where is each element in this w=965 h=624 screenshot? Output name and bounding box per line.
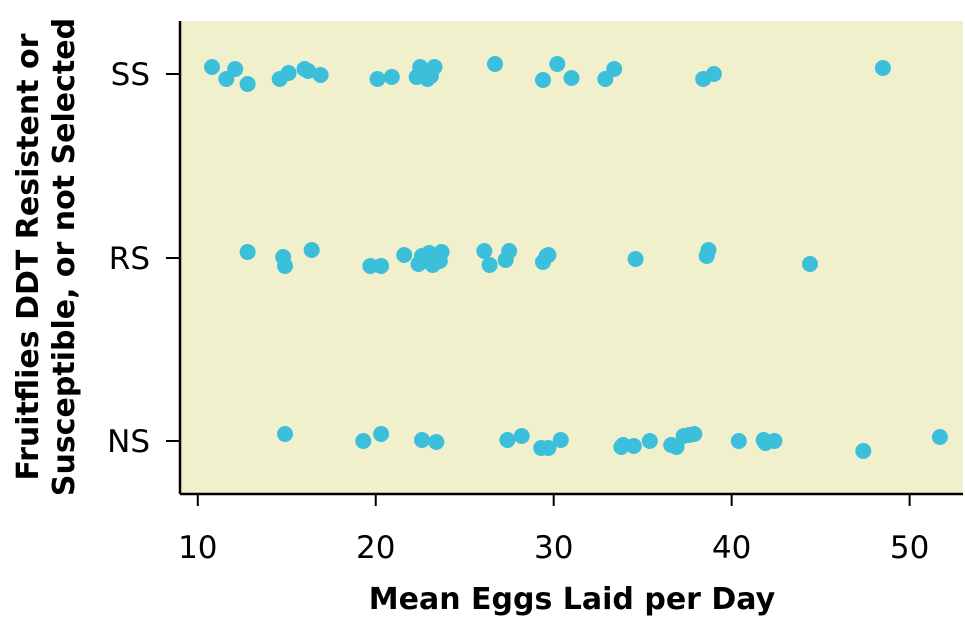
data-point-ns bbox=[540, 440, 557, 456]
data-point-ss bbox=[383, 69, 400, 85]
data-point-ns bbox=[373, 426, 390, 442]
data-point-ns bbox=[277, 426, 293, 442]
data-point-rs bbox=[540, 247, 557, 263]
x-axis-title: Mean Eggs Laid per Day bbox=[369, 582, 776, 617]
data-point-ss bbox=[300, 63, 317, 79]
y-axis-title-line-2: Susceptible, or not Selected bbox=[47, 18, 82, 496]
x-tick-label: 40 bbox=[712, 530, 751, 566]
data-point-rs bbox=[396, 247, 413, 263]
data-point-ss bbox=[312, 67, 329, 83]
data-point-ss bbox=[280, 65, 297, 81]
data-point-ss bbox=[874, 60, 891, 76]
x-tick-label: 10 bbox=[178, 530, 217, 566]
data-point-ss bbox=[227, 61, 244, 77]
x-tick-label: 50 bbox=[890, 530, 929, 566]
data-point-ns bbox=[513, 428, 530, 444]
data-point-ss bbox=[426, 59, 443, 75]
y-ticks: SS RS NS bbox=[107, 57, 180, 460]
x-tick-label: 30 bbox=[534, 530, 573, 566]
x-tick-label: 20 bbox=[356, 530, 395, 566]
data-point-ss bbox=[487, 56, 503, 72]
x-ticks: 10 20 30 40 50 bbox=[178, 494, 929, 566]
data-point-ss bbox=[563, 70, 580, 86]
data-point-ns bbox=[428, 434, 445, 450]
data-point-ns bbox=[931, 429, 948, 445]
data-point-rs bbox=[433, 244, 450, 260]
y-tick-label-ss: SS bbox=[111, 57, 150, 93]
data-point-ns bbox=[855, 443, 872, 459]
data-point-ns bbox=[641, 433, 658, 449]
data-point-ns bbox=[625, 438, 642, 454]
data-point-ns bbox=[730, 433, 747, 449]
data-point-ss bbox=[412, 59, 429, 75]
data-point-rs bbox=[239, 244, 256, 260]
data-point-rs bbox=[802, 256, 818, 272]
data-point-ns bbox=[686, 426, 703, 442]
data-point-ns bbox=[355, 433, 372, 449]
data-point-ss bbox=[369, 71, 386, 87]
data-point-rs bbox=[627, 251, 644, 267]
y-axis-title: Fruitflies DDT Resistent or Susceptible,… bbox=[11, 18, 82, 496]
data-point-rs bbox=[277, 258, 293, 274]
y-tick-label-rs: RS bbox=[109, 241, 150, 277]
data-point-ss bbox=[606, 61, 623, 77]
data-point-ss bbox=[204, 59, 220, 75]
data-point-rs bbox=[303, 242, 320, 258]
data-point-ss bbox=[239, 76, 256, 92]
y-tick-label-ns: NS bbox=[107, 424, 150, 460]
data-point-ns bbox=[499, 432, 516, 448]
data-point-ns bbox=[414, 432, 430, 448]
plot-background bbox=[180, 21, 963, 494]
data-point-rs bbox=[373, 258, 390, 274]
data-point-ss bbox=[535, 72, 551, 88]
data-point-rs bbox=[501, 243, 518, 259]
data-point-rs bbox=[700, 242, 717, 258]
points-layer bbox=[204, 56, 948, 459]
data-point-ns bbox=[552, 432, 569, 448]
y-axis-title-line-1: Fruitflies DDT Resistent or bbox=[11, 33, 46, 480]
data-point-rs bbox=[476, 243, 493, 259]
data-point-ss bbox=[549, 56, 566, 72]
data-point-ns bbox=[766, 433, 783, 449]
data-point-rs bbox=[481, 257, 498, 273]
data-point-ss bbox=[705, 66, 722, 82]
